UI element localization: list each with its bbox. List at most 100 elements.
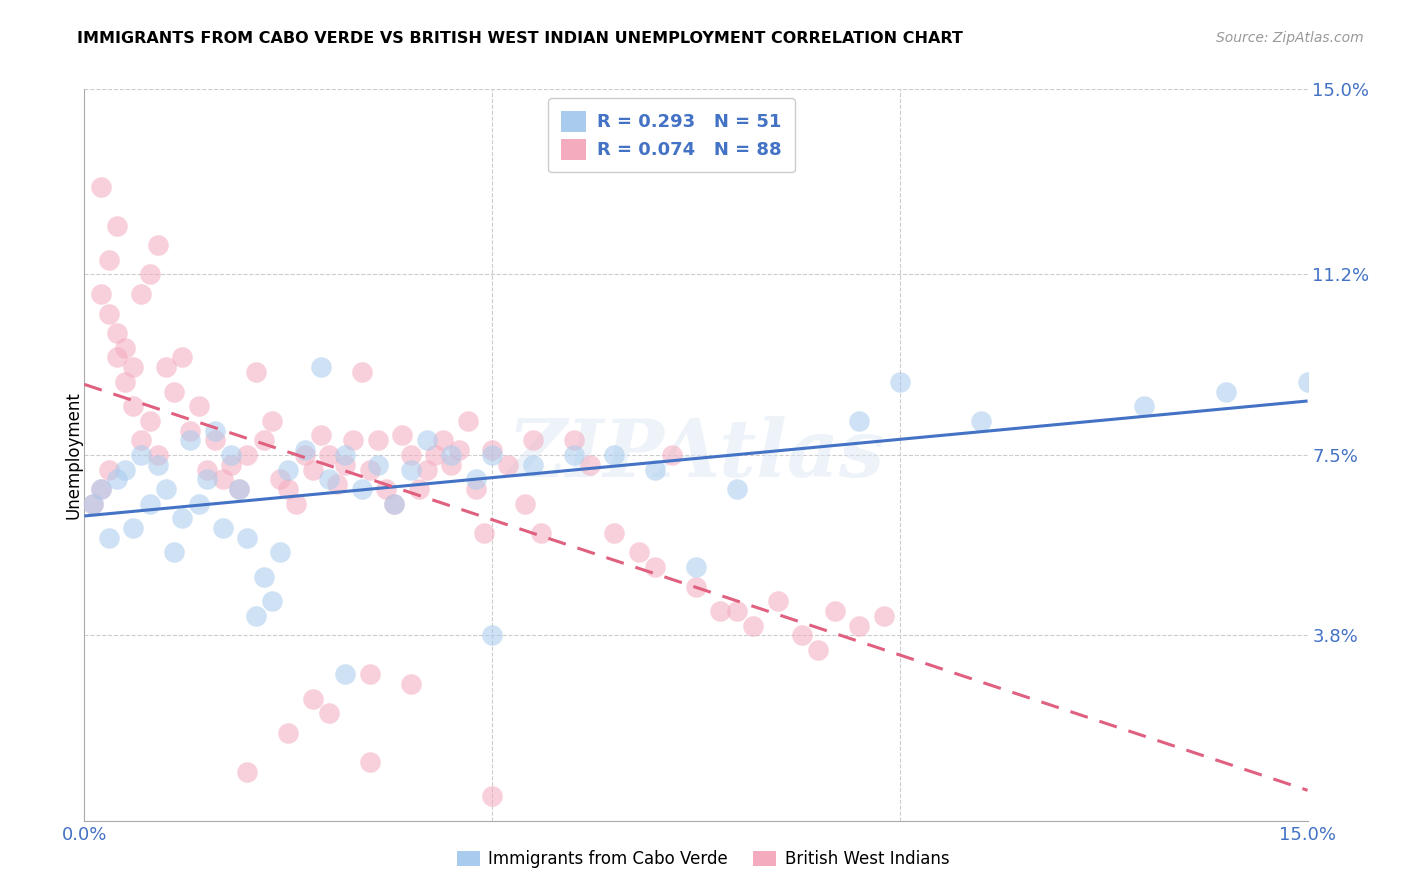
Legend: R = 0.293   N = 51, R = 0.074   N = 88: R = 0.293 N = 51, R = 0.074 N = 88 — [548, 98, 794, 172]
Point — [498, 458, 520, 472]
Point — [440, 458, 463, 472]
Point — [212, 472, 235, 486]
Point — [725, 604, 748, 618]
Point — [146, 238, 169, 252]
Point — [848, 414, 870, 428]
Point — [440, 448, 463, 462]
Point — [219, 448, 242, 462]
Point — [163, 545, 186, 559]
Point — [661, 448, 683, 462]
Point — [122, 360, 145, 375]
Point — [335, 667, 357, 681]
Point — [399, 462, 422, 476]
Point — [685, 560, 707, 574]
Point — [105, 351, 128, 365]
Point — [416, 434, 439, 448]
Text: IMMIGRANTS FROM CABO VERDE VS BRITISH WEST INDIAN UNEMPLOYMENT CORRELATION CHART: IMMIGRANTS FROM CABO VERDE VS BRITISH WE… — [77, 31, 963, 46]
Point — [228, 482, 250, 496]
Point — [309, 360, 332, 375]
Point — [90, 482, 112, 496]
Point — [790, 628, 813, 642]
Point — [122, 399, 145, 413]
Point — [269, 545, 291, 559]
Point — [530, 525, 553, 540]
Point — [253, 434, 276, 448]
Point — [375, 482, 398, 496]
Point — [105, 326, 128, 340]
Point — [204, 434, 226, 448]
Point — [277, 482, 299, 496]
Point — [644, 560, 666, 574]
Point — [685, 580, 707, 594]
Point — [236, 764, 259, 779]
Point — [481, 628, 503, 642]
Point — [301, 691, 323, 706]
Point — [138, 497, 160, 511]
Point — [97, 306, 120, 320]
Point — [114, 375, 136, 389]
Point — [105, 219, 128, 233]
Point — [245, 365, 267, 379]
Point — [318, 706, 340, 721]
Point — [350, 365, 373, 379]
Point — [807, 643, 830, 657]
Point — [138, 414, 160, 428]
Point — [464, 482, 486, 496]
Point — [335, 448, 357, 462]
Point — [195, 472, 218, 486]
Point — [326, 477, 349, 491]
Y-axis label: Unemployment: Unemployment — [65, 391, 82, 519]
Point — [318, 448, 340, 462]
Point — [260, 414, 283, 428]
Point — [481, 448, 503, 462]
Point — [131, 287, 153, 301]
Point — [391, 428, 413, 442]
Point — [105, 472, 128, 486]
Point — [382, 497, 405, 511]
Point — [432, 434, 454, 448]
Point — [579, 458, 602, 472]
Point — [562, 448, 585, 462]
Point — [408, 482, 430, 496]
Text: ZIPAtlas: ZIPAtlas — [508, 417, 884, 493]
Point — [131, 448, 153, 462]
Point — [416, 462, 439, 476]
Point — [481, 789, 503, 804]
Point — [399, 448, 422, 462]
Point — [294, 443, 316, 458]
Point — [179, 434, 201, 448]
Point — [97, 252, 120, 267]
Point — [204, 424, 226, 438]
Point — [187, 497, 209, 511]
Point — [342, 434, 364, 448]
Point — [848, 618, 870, 632]
Point — [97, 531, 120, 545]
Point — [90, 179, 112, 194]
Point — [872, 608, 894, 623]
Point — [889, 375, 911, 389]
Point — [163, 384, 186, 399]
Point — [318, 472, 340, 486]
Point — [155, 482, 177, 496]
Point — [245, 608, 267, 623]
Point — [228, 482, 250, 496]
Point — [472, 525, 495, 540]
Point — [562, 434, 585, 448]
Point — [253, 570, 276, 584]
Point — [138, 268, 160, 282]
Point — [970, 414, 993, 428]
Point — [172, 511, 194, 525]
Point — [1296, 375, 1319, 389]
Point — [522, 434, 544, 448]
Point — [709, 604, 731, 618]
Point — [522, 458, 544, 472]
Point — [359, 755, 381, 769]
Point — [457, 414, 479, 428]
Point — [187, 399, 209, 413]
Point — [146, 458, 169, 472]
Point — [277, 462, 299, 476]
Point — [359, 667, 381, 681]
Point — [359, 462, 381, 476]
Point — [146, 448, 169, 462]
Point — [90, 287, 112, 301]
